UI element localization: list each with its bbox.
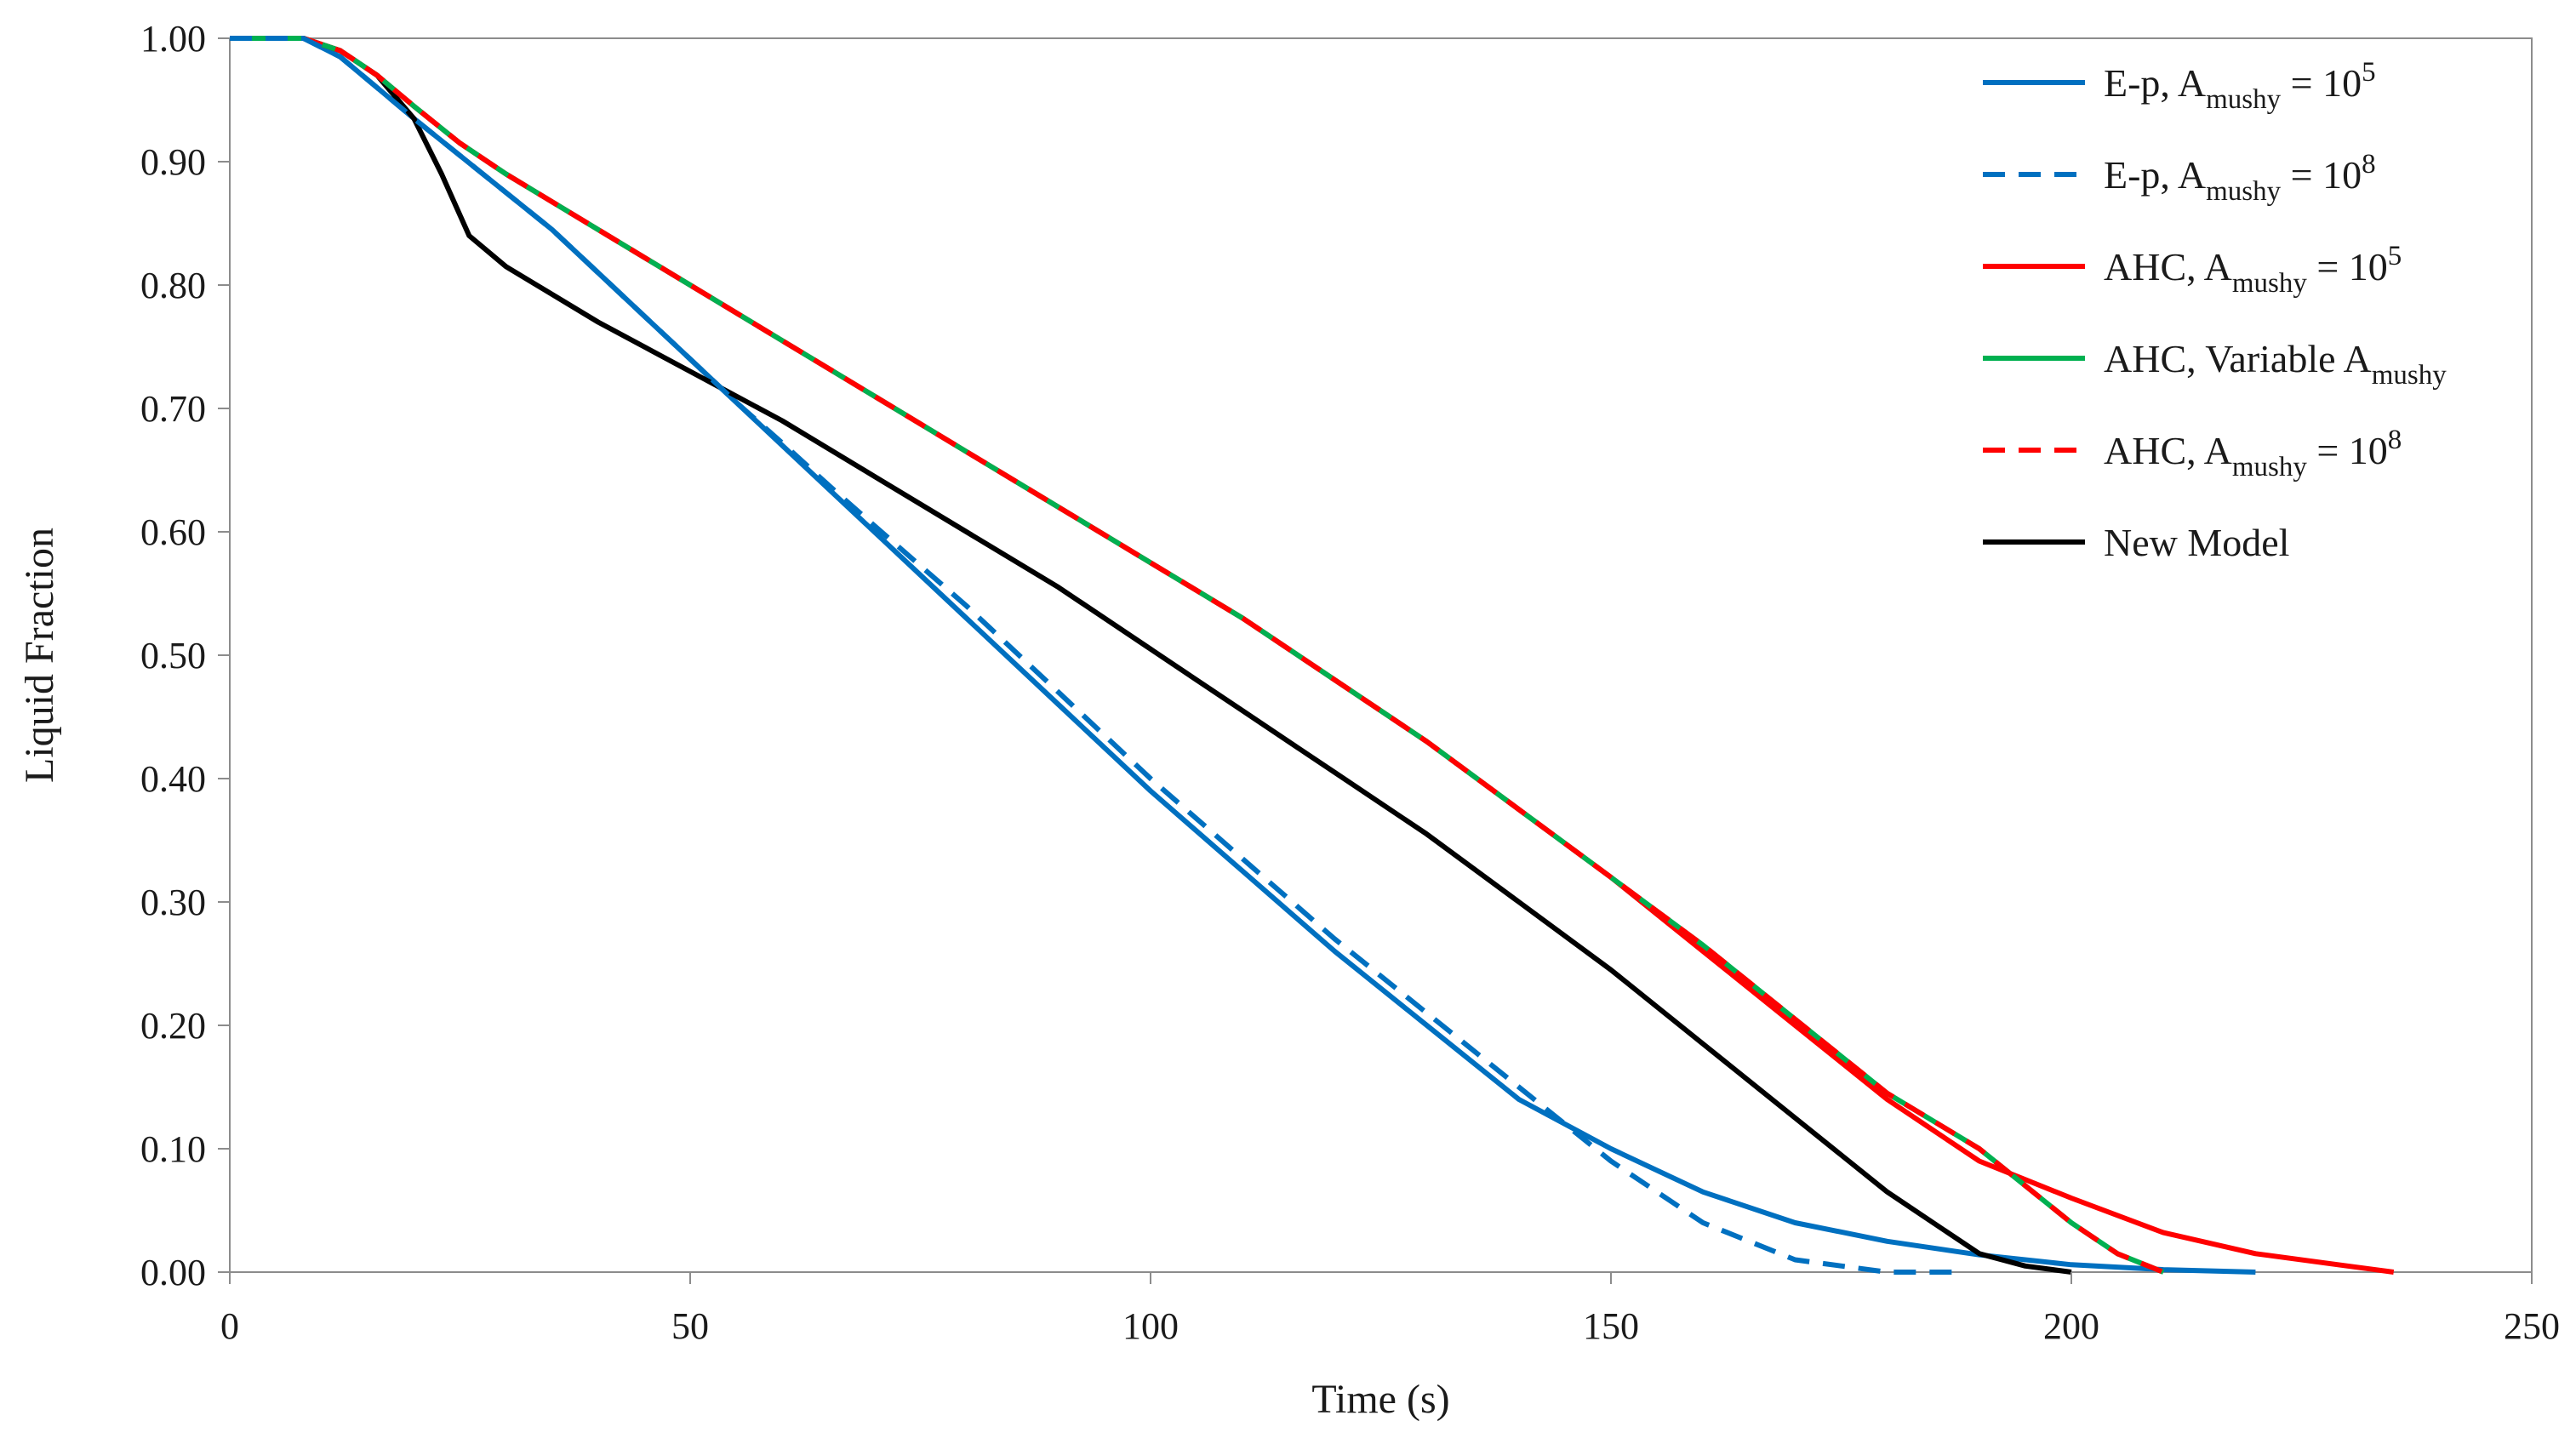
legend-label-0: E-p, Amushy = 105 (2104, 57, 2376, 115)
series-line-0 (230, 36, 2256, 1275)
series-line-2 (230, 36, 2395, 1275)
y-tick-label: 0.10 (140, 1128, 206, 1170)
y-tick-label: 0.40 (140, 758, 206, 800)
x-tick-label: 0 (220, 1305, 239, 1347)
y-tick-label: 0.30 (140, 882, 206, 923)
y-tick-label: 0.50 (140, 635, 206, 676)
series-lines (230, 36, 2395, 1275)
y-axis-title: Liquid Fraction (17, 528, 62, 783)
y-tick-label: 0.00 (140, 1252, 206, 1293)
series-line-1 (230, 36, 1962, 1275)
y-tick-label: 1.00 (140, 18, 206, 60)
legend-label-5: New Model (2104, 521, 2289, 564)
plot-area (229, 37, 2533, 1273)
x-tick-label: 100 (1122, 1305, 1179, 1347)
legend-label-4: AHC, Amushy = 108 (2104, 425, 2402, 482)
y-tick-label: 0.20 (140, 1005, 206, 1047)
y-tick-label: 0.90 (140, 141, 206, 183)
plot-frame (229, 37, 2533, 1273)
legend: E-p, Amushy = 105 E-p, Amushy = 108 AHC, A… (1983, 57, 2447, 564)
y-tick-label: 0.80 (140, 265, 206, 306)
x-tick-label: 50 (671, 1305, 709, 1347)
x-axis-title: Time (s) (1311, 1377, 1449, 1422)
legend-label-2: AHC, Amushy = 105 (2104, 241, 2402, 299)
y-axis-ticks: 0.00 0.10 0.20 0.30 0.40 0.50 0.60 0.70 0.80 0.90… (140, 18, 230, 1293)
x-tick-label: 150 (1583, 1305, 1639, 1347)
series-line-4 (230, 36, 2165, 1275)
y-tick-label: 0.60 (140, 511, 206, 553)
legend-label-1: E-p, Amushy = 108 (2104, 149, 2376, 207)
legend-label-3: AHC, Variable Amushy (2104, 337, 2447, 391)
x-tick-label: 250 (2504, 1305, 2560, 1347)
y-tick-label: 0.70 (140, 388, 206, 430)
x-axis-ticks: 0 50 100 150 200 250 (220, 1272, 2560, 1347)
x-tick-label: 200 (2043, 1305, 2099, 1347)
series-line-5 (230, 36, 2072, 1275)
